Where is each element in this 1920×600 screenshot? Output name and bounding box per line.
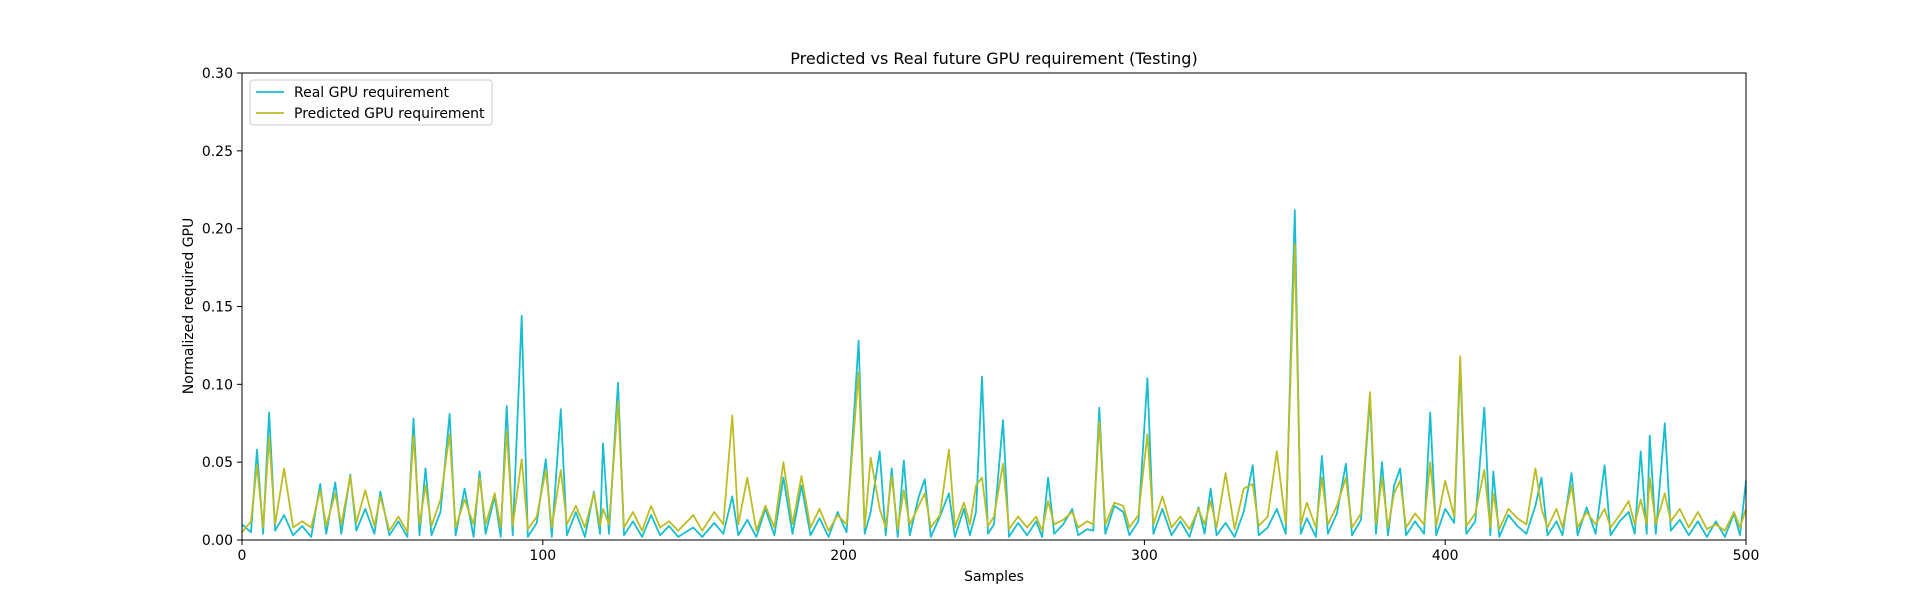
series-line-predicted — [241, 243, 1747, 534]
x-tick-label: 100 — [529, 548, 556, 564]
chart-title: Predicted vs Real future GPU requirement… — [790, 49, 1197, 68]
y-tick-label: 0.05 — [202, 455, 233, 471]
series-line-real — [241, 209, 1747, 538]
series-layer — [241, 209, 1747, 538]
legend-label-real: Real GPU requirement — [294, 85, 450, 101]
y-tick-label: 0.15 — [202, 300, 233, 316]
y-tick-label: 0.10 — [202, 377, 233, 393]
x-tick-label: 300 — [1131, 548, 1158, 564]
x-tick-label: 400 — [1432, 548, 1459, 564]
y-tick-label: 0.30 — [202, 66, 233, 82]
x-axis-ticks: 0 100 200 300 400 500 — [238, 540, 1760, 564]
y-axis-ticks: 0.00 0.05 0.10 0.15 0.20 0.25 0.30 — [202, 66, 242, 549]
y-tick-label: 0.20 — [202, 222, 233, 238]
legend: Real GPU requirement Predicted GPU requi… — [249, 79, 493, 126]
x-tick-label: 0 — [238, 548, 247, 564]
y-tick-label: 0.25 — [202, 144, 233, 160]
x-tick-label: 500 — [1733, 548, 1760, 564]
x-axis-label: Samples — [964, 569, 1024, 585]
y-tick-label: 0.00 — [202, 533, 233, 549]
y-axis-label: Normalized required GPU — [181, 218, 197, 395]
legend-label-predicted: Predicted GPU requirement — [294, 106, 485, 122]
legend-box — [249, 79, 493, 126]
x-tick-label: 200 — [830, 548, 857, 564]
